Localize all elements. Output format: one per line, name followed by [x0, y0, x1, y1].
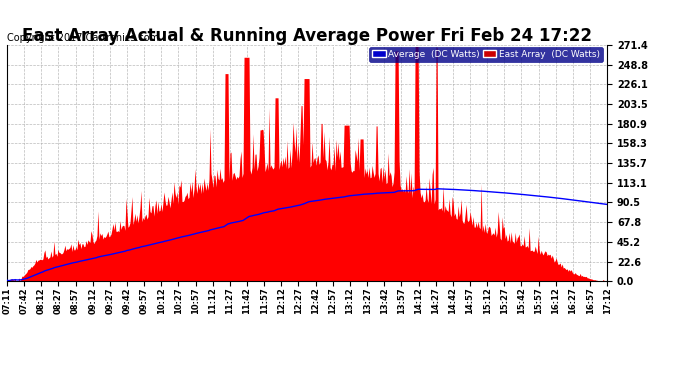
Text: Copyright 2017 Cartronics.com: Copyright 2017 Cartronics.com [7, 33, 159, 43]
Legend: Average  (DC Watts), East Array  (DC Watts): Average (DC Watts), East Array (DC Watts… [369, 47, 602, 62]
Title: East Array Actual & Running Average Power Fri Feb 24 17:22: East Array Actual & Running Average Powe… [22, 27, 592, 45]
